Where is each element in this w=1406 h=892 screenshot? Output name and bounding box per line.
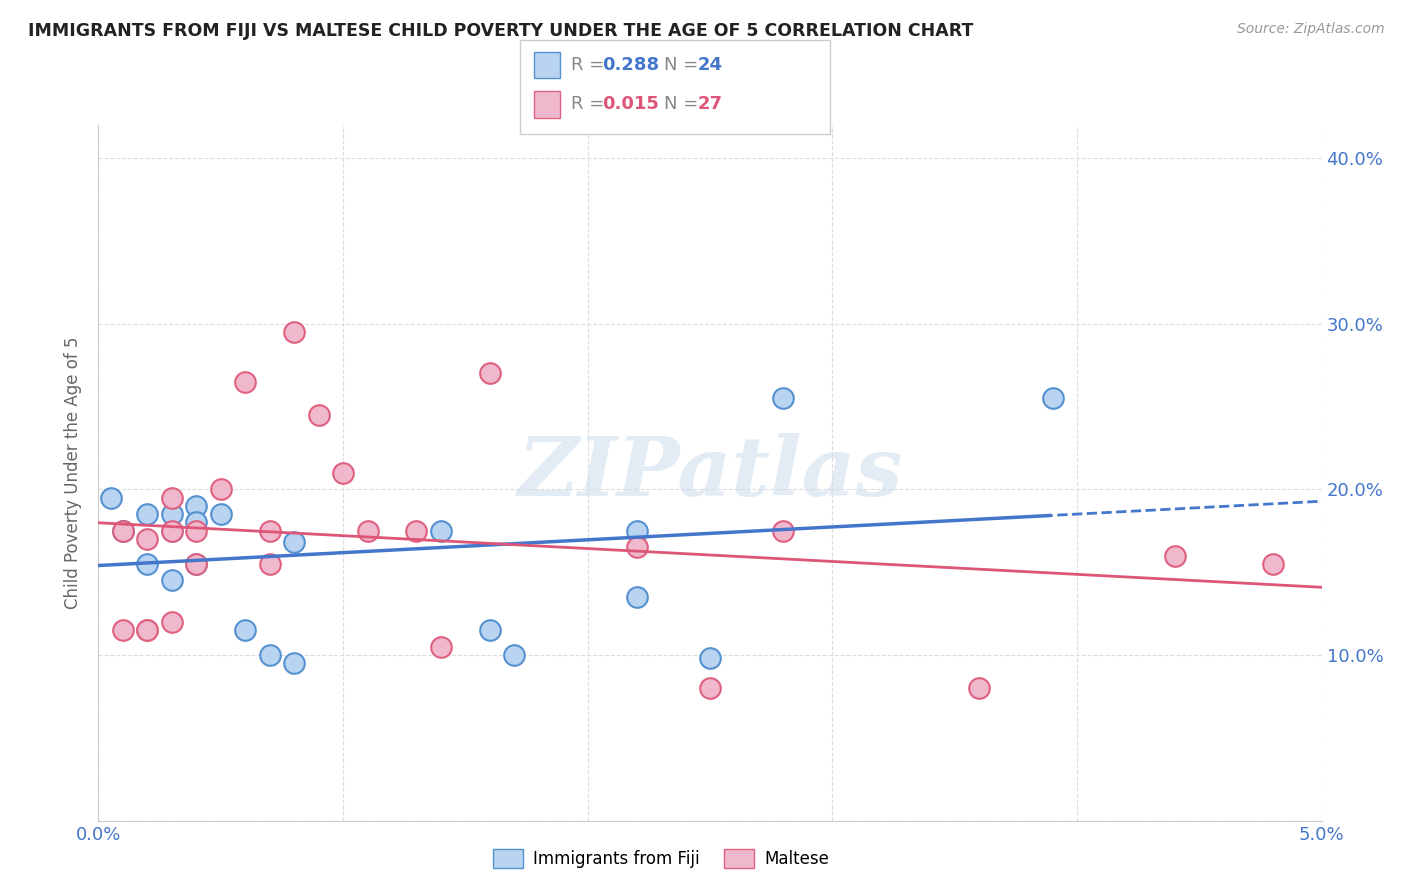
Point [626, 524, 648, 538]
Point [430, 524, 453, 538]
Point [233, 623, 256, 637]
Point [160, 507, 183, 521]
Point [136, 532, 159, 546]
Point [967, 681, 990, 695]
Point [478, 623, 501, 637]
Legend: Immigrants from Fiji, Maltese: Immigrants from Fiji, Maltese [486, 842, 837, 875]
Point [186, 499, 208, 513]
Point [100, 491, 122, 505]
Text: IMMIGRANTS FROM FIJI VS MALTESE CHILD POVERTY UNDER THE AGE OF 5 CORRELATION CHA: IMMIGRANTS FROM FIJI VS MALTESE CHILD PO… [28, 22, 973, 40]
Point [160, 524, 183, 538]
Point [111, 623, 134, 637]
Point [259, 524, 281, 538]
Text: R =: R = [571, 95, 610, 113]
Point [503, 648, 526, 662]
Point [1164, 549, 1187, 563]
Point [356, 524, 378, 538]
Point [160, 615, 183, 629]
Point [136, 623, 159, 637]
Point [111, 524, 134, 538]
Point [136, 557, 159, 571]
Point [259, 648, 281, 662]
Point [233, 375, 256, 389]
Text: 0.015: 0.015 [602, 95, 658, 113]
Point [209, 483, 232, 497]
Point [772, 391, 794, 405]
Point [478, 367, 501, 381]
Point [626, 541, 648, 555]
Text: N =: N = [664, 95, 703, 113]
Point [1261, 557, 1284, 571]
Text: 24: 24 [697, 56, 723, 74]
Point [259, 557, 281, 571]
Point [626, 590, 648, 604]
Point [332, 466, 354, 480]
Text: Source: ZipAtlas.com: Source: ZipAtlas.com [1237, 22, 1385, 37]
Point [136, 623, 159, 637]
Point [186, 557, 208, 571]
Point [160, 491, 183, 505]
Point [405, 524, 427, 538]
Point [111, 524, 134, 538]
Point [186, 557, 208, 571]
Point [699, 651, 721, 665]
Point [1042, 391, 1064, 405]
Point [136, 507, 159, 521]
Text: N =: N = [664, 56, 703, 74]
Point [160, 574, 183, 588]
Point [111, 524, 134, 538]
Point [283, 325, 305, 339]
Text: 27: 27 [697, 95, 723, 113]
Y-axis label: Child Poverty Under the Age of 5: Child Poverty Under the Age of 5 [65, 336, 83, 609]
Point [699, 681, 721, 695]
Point [283, 535, 305, 549]
Point [308, 408, 330, 422]
Point [186, 524, 208, 538]
Text: ZIPatlas: ZIPatlas [517, 433, 903, 513]
Point [430, 640, 453, 654]
Point [160, 524, 183, 538]
Point [209, 507, 232, 521]
Text: 0.288: 0.288 [602, 56, 659, 74]
Point [772, 524, 794, 538]
Point [186, 516, 208, 530]
Point [283, 657, 305, 671]
Text: R =: R = [571, 56, 610, 74]
